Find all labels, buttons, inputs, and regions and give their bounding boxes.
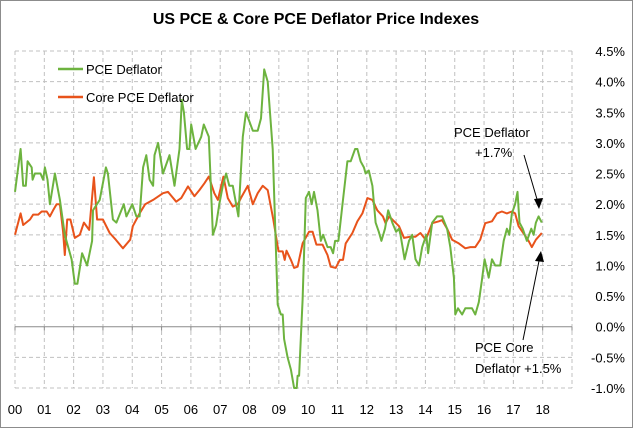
y-tick-label: 4.0% bbox=[595, 75, 625, 90]
x-tick-label: 16 bbox=[477, 402, 491, 417]
chart-title: US PCE & Core PCE Deflator Price Indexes bbox=[153, 11, 479, 28]
x-tick-label: 10 bbox=[301, 402, 315, 417]
y-tick-label: 2.5% bbox=[595, 167, 625, 182]
legend: PCE Deflator Core PCE Deflator bbox=[58, 62, 194, 105]
x-tick-label: 12 bbox=[360, 402, 374, 417]
annotation-pce-line2: +1.7% bbox=[475, 145, 513, 160]
annotation-core-arrow bbox=[522, 255, 541, 341]
x-tick-label: 02 bbox=[66, 402, 80, 417]
x-tick-labels: 00 01 02 03 04 05 06 07 08 09 10 11 12 13 14 15 16 17 18 bbox=[8, 402, 550, 417]
x-tick-label: 09 bbox=[272, 402, 286, 417]
y-tick-labels: 4.5% 4.0% 3.5% 3.0% 2.5% 2.0% 1.5% 1.0% 0.5% 0.0%… bbox=[591, 44, 625, 396]
gridlines bbox=[14, 50, 573, 389]
x-tick-label: 15 bbox=[448, 402, 462, 417]
series-lines bbox=[14, 68, 543, 389]
y-tick-label: 3.0% bbox=[595, 136, 625, 151]
annotation-pce-line1: PCE Deflator bbox=[454, 125, 531, 140]
y-tick-label: -1.0% bbox=[591, 381, 625, 396]
legend-label-core: Core PCE Deflator bbox=[86, 90, 194, 105]
annotation-pce: PCE Deflator +1.7% bbox=[454, 125, 543, 209]
arrowhead-icon bbox=[534, 198, 543, 209]
x-tick-label: 04 bbox=[125, 402, 139, 417]
annotation-core: PCE Core Deflator +1.5% bbox=[475, 251, 562, 376]
y-tick-label: 4.5% bbox=[595, 44, 625, 59]
x-tick-label: 07 bbox=[213, 402, 227, 417]
x-tick-label: 05 bbox=[154, 402, 168, 417]
annotation-core-line1: PCE Core bbox=[475, 340, 534, 355]
y-tick-label: -0.5% bbox=[591, 350, 625, 365]
x-tick-label: 06 bbox=[184, 402, 198, 417]
annotation-core-line2: Deflator +1.5% bbox=[475, 361, 562, 376]
series-line-pce-deflator bbox=[14, 68, 543, 389]
x-tick-label: 18 bbox=[535, 402, 549, 417]
annotation-pce-arrow bbox=[523, 154, 540, 207]
x-tick-label: 01 bbox=[37, 402, 51, 417]
x-tick-label: 17 bbox=[506, 402, 520, 417]
x-tick-label: 14 bbox=[418, 402, 432, 417]
y-tick-label: 1.5% bbox=[595, 228, 625, 243]
x-tick-label: 11 bbox=[331, 402, 345, 417]
y-tick-label: 0.0% bbox=[595, 320, 625, 335]
legend-label-pce: PCE Deflator bbox=[86, 62, 163, 77]
arrowhead-icon bbox=[535, 251, 544, 262]
x-tick-label: 03 bbox=[96, 402, 110, 417]
y-tick-label: 2.0% bbox=[595, 197, 625, 212]
y-tick-label: 0.5% bbox=[595, 289, 625, 304]
x-tick-label: 13 bbox=[389, 402, 403, 417]
y-tick-label: 3.5% bbox=[595, 105, 625, 120]
x-tick-label: 00 bbox=[8, 402, 22, 417]
x-tick-label: 08 bbox=[242, 402, 256, 417]
series-line-core-pce-deflator bbox=[14, 175, 543, 269]
y-tick-label: 1.0% bbox=[595, 258, 625, 273]
